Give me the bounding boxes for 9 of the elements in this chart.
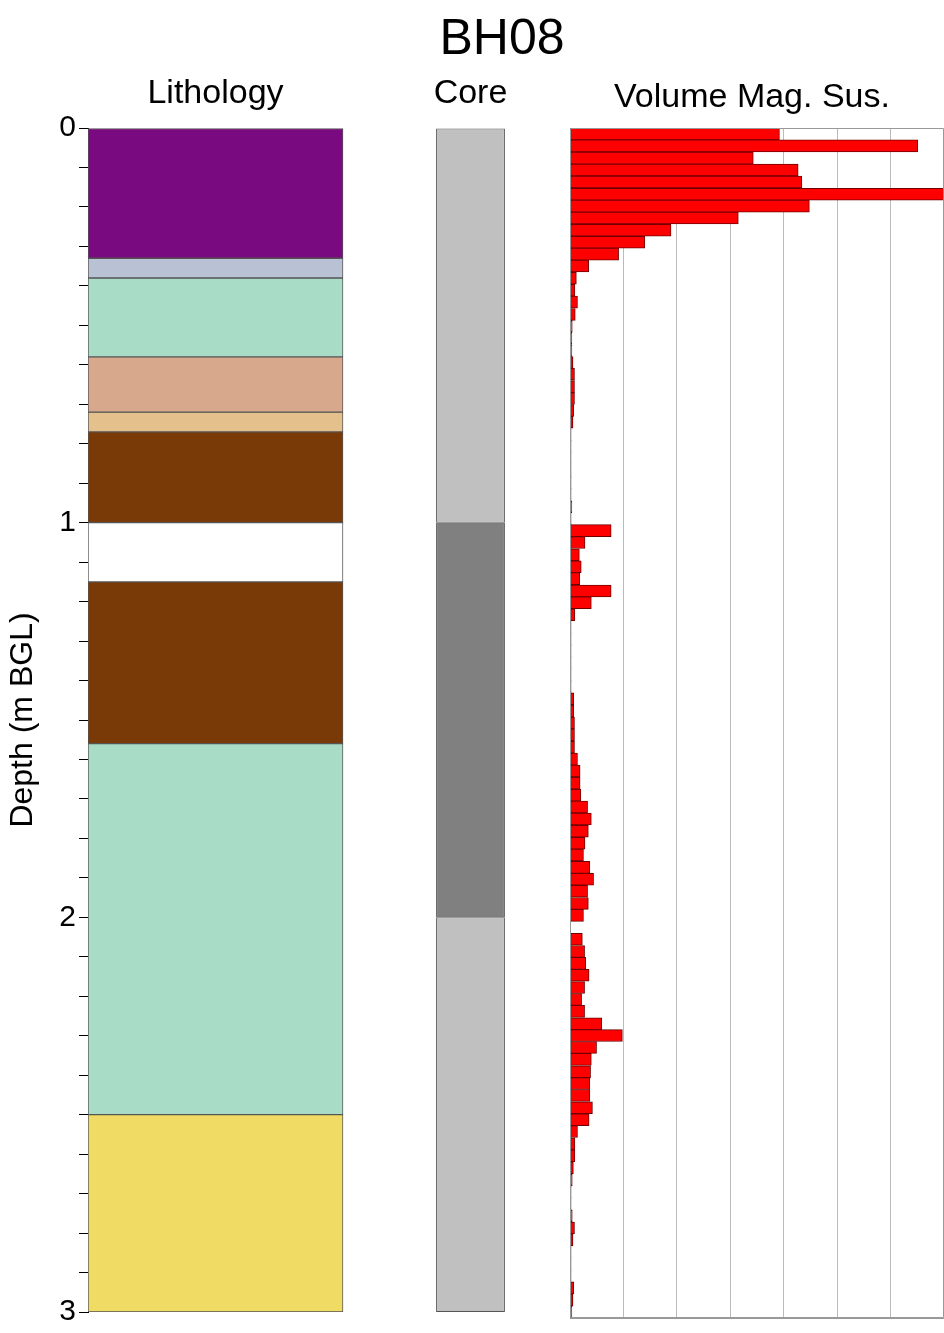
x-tick-label: Core	[433, 71, 508, 110]
y-tick-label: 3	[59, 1293, 76, 1327]
y-tick-label: 2	[59, 898, 76, 932]
y-tick-label: 0	[59, 109, 76, 143]
chart-title: Volume Mag. Sus.	[613, 76, 891, 115]
y-tick-label: 1	[59, 503, 76, 537]
y-axis-title: Depth (m BGL)	[3, 612, 40, 828]
x-tick-label: Lithology	[147, 71, 284, 110]
chart-title: BH08	[438, 8, 566, 66]
